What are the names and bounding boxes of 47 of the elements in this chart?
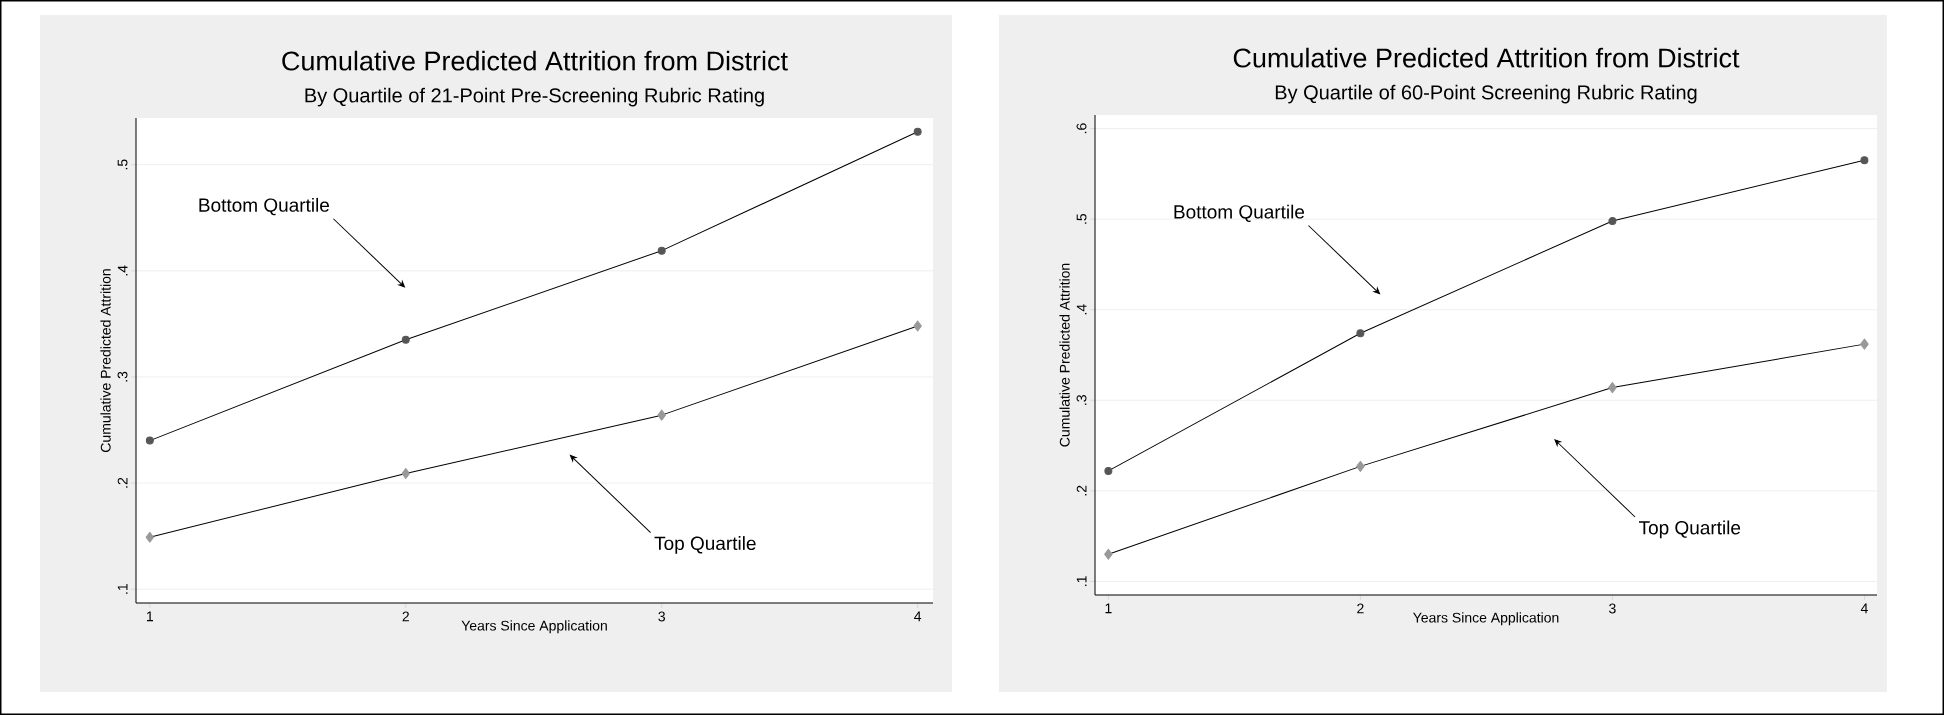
point xyxy=(1608,382,1617,394)
y-tick-label: .5 xyxy=(117,159,128,170)
x-axis-title: Years Since Application xyxy=(1413,612,1559,626)
x-tick-label: 1 xyxy=(1105,603,1112,614)
y-tick-label: .6 xyxy=(1076,123,1087,134)
point xyxy=(1608,216,1617,225)
x-tick-label: 2 xyxy=(402,611,409,622)
y-tick-label: .2 xyxy=(117,477,128,488)
x-tick-label: 1 xyxy=(147,611,154,622)
point xyxy=(1860,156,1869,165)
point xyxy=(913,127,922,136)
x-tick-label: 2 xyxy=(1357,603,1364,614)
point xyxy=(401,468,411,480)
point xyxy=(657,246,666,255)
point xyxy=(657,409,666,421)
point xyxy=(1104,466,1113,475)
x-tick-label: 3 xyxy=(1609,603,1616,614)
x-tick-label: 4 xyxy=(914,611,922,622)
y-tick-label: .5 xyxy=(1076,213,1087,224)
point xyxy=(401,335,410,344)
y-tick-label: .3 xyxy=(1076,395,1087,405)
point xyxy=(1356,460,1365,472)
y-tick-label: .3 xyxy=(117,371,128,382)
y-axis-title: Cumulative Predicted Attrition xyxy=(100,269,111,452)
point xyxy=(1860,338,1869,350)
point xyxy=(1356,329,1365,338)
point xyxy=(913,320,922,332)
annotation: Top Quartile xyxy=(654,536,756,554)
chart-subtitle: By Quartile of 60-Point Screening Rubric Rating xyxy=(1275,84,1697,104)
y-tick-label: .1 xyxy=(117,584,128,594)
x-tick-label: 4 xyxy=(1860,603,1868,614)
annotation: Bottom Quartile xyxy=(1174,204,1305,223)
point xyxy=(145,436,154,445)
annotation: Top Quartile xyxy=(1638,520,1741,539)
y-axis-title: Cumulative Predicted Attrition xyxy=(1059,263,1070,447)
y-tick-label: .4 xyxy=(117,265,128,276)
annotation: Bottom Quartile xyxy=(199,197,330,216)
y-tick-label: .4 xyxy=(1076,304,1087,315)
point xyxy=(145,531,155,543)
point xyxy=(1104,548,1113,560)
x-axis-title: Years Since Application xyxy=(461,620,607,634)
x-tick-label: 3 xyxy=(658,611,665,622)
y-tick-label: .2 xyxy=(1076,485,1087,496)
chart-subtitle: By Quartile of 21-Point Pre-Screening Rubric Rating xyxy=(305,87,764,107)
chart-title: Cumulative Predicted Attrition from District xyxy=(282,50,788,71)
y-tick-label: .1 xyxy=(1076,576,1087,586)
chart-title: Cumulative Predicted Attrition from District xyxy=(1233,47,1740,68)
